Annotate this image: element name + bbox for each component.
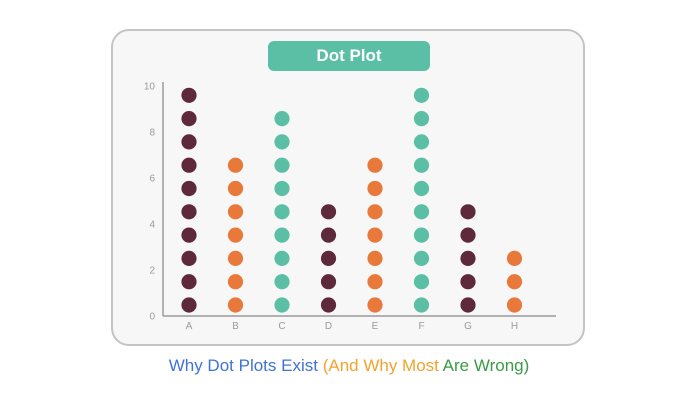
dot bbox=[413, 204, 430, 220]
dot bbox=[181, 250, 197, 266]
dot bbox=[274, 157, 290, 173]
caption-part-3: Are Wrong) bbox=[442, 356, 530, 375]
dot bbox=[227, 227, 244, 243]
dot bbox=[506, 250, 523, 266]
dot bbox=[274, 250, 290, 266]
chart-title: Dot Plot bbox=[268, 41, 430, 71]
dot bbox=[460, 250, 476, 266]
caption-part-2: (And Why Most bbox=[322, 356, 443, 375]
x-tick-label: F bbox=[418, 321, 424, 332]
dot bbox=[274, 180, 290, 197]
dot bbox=[320, 227, 337, 243]
dot bbox=[367, 180, 383, 197]
dot bbox=[460, 227, 476, 243]
dot bbox=[413, 297, 430, 313]
dot bbox=[413, 250, 430, 266]
dot bbox=[367, 204, 383, 220]
y-tick-label: 6 bbox=[149, 174, 155, 185]
axes bbox=[162, 82, 556, 317]
dots bbox=[181, 87, 523, 313]
dot bbox=[413, 227, 430, 243]
dot bbox=[413, 111, 430, 127]
y-tick-label: 4 bbox=[149, 220, 155, 231]
dot bbox=[181, 274, 197, 290]
dot bbox=[367, 274, 383, 290]
x-tick-label: B bbox=[232, 321, 239, 332]
dot bbox=[181, 157, 197, 173]
x-tick-label: C bbox=[278, 321, 285, 332]
dot bbox=[227, 180, 244, 197]
x-tick-label: E bbox=[372, 321, 379, 332]
dot bbox=[460, 297, 476, 313]
y-tick-label: 2 bbox=[149, 266, 155, 277]
dot bbox=[506, 274, 523, 290]
dot bbox=[227, 250, 244, 266]
dot bbox=[274, 134, 290, 150]
y-tick-label: 10 bbox=[144, 82, 156, 93]
dot bbox=[413, 157, 430, 173]
dot bbox=[274, 227, 290, 243]
x-tick-label: A bbox=[186, 321, 193, 332]
dot bbox=[181, 87, 197, 103]
dot bbox=[227, 274, 244, 290]
x-tick-label: D bbox=[325, 321, 332, 332]
dot bbox=[227, 157, 244, 173]
y-tick-label: 8 bbox=[149, 128, 155, 139]
y-tick-label: 0 bbox=[149, 312, 155, 323]
dot bbox=[367, 297, 383, 313]
x-tick-labels: A B C D E F G H bbox=[186, 321, 518, 332]
dot bbox=[413, 87, 430, 103]
dot bbox=[460, 274, 476, 290]
dot bbox=[181, 180, 197, 197]
dot bbox=[320, 274, 337, 290]
x-tick-label: G bbox=[464, 321, 472, 332]
caption-part-1: Why Dot Plots Exist bbox=[168, 356, 323, 375]
dot bbox=[181, 227, 197, 243]
dot bbox=[367, 227, 383, 243]
dot bbox=[413, 274, 430, 290]
dot bbox=[227, 297, 244, 313]
dot bbox=[413, 134, 430, 150]
dot bbox=[320, 204, 337, 220]
dot bbox=[274, 204, 290, 220]
dot bbox=[320, 297, 337, 313]
dot bbox=[460, 204, 476, 220]
caption: Why Dot Plots Exist (And Why Most Are Wr… bbox=[0, 356, 698, 376]
dot bbox=[181, 134, 197, 150]
dot bbox=[274, 111, 290, 127]
dot bbox=[413, 180, 430, 197]
x-tick-label: H bbox=[511, 321, 518, 332]
dot bbox=[506, 297, 523, 313]
dot bbox=[181, 111, 197, 127]
dot bbox=[181, 297, 197, 313]
y-tick-labels: 0 2 4 6 8 10 bbox=[144, 82, 156, 323]
dot bbox=[367, 157, 383, 173]
dot bbox=[320, 250, 337, 266]
dot bbox=[274, 297, 290, 313]
dot bbox=[274, 274, 290, 290]
dot bbox=[227, 204, 244, 220]
dot bbox=[367, 250, 383, 266]
dot bbox=[181, 204, 197, 220]
